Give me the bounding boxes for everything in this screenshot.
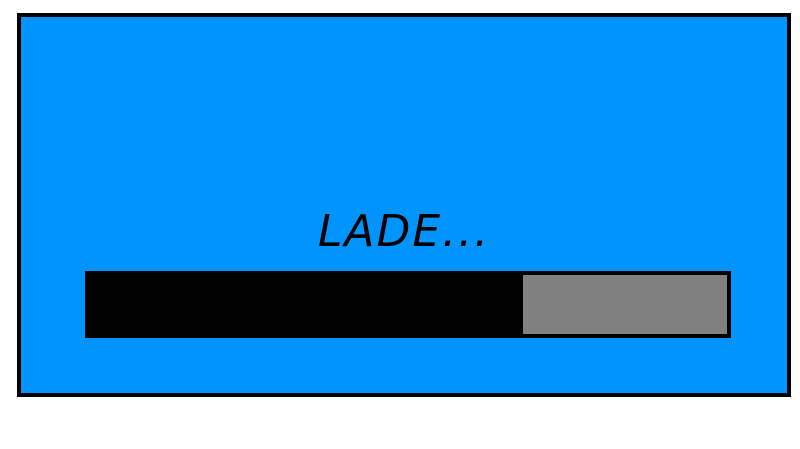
progress-bar (85, 271, 731, 338)
progress-bar-fill (89, 275, 523, 334)
loading-label: LADE... (317, 206, 491, 257)
loading-screen: LADE... (17, 13, 791, 397)
